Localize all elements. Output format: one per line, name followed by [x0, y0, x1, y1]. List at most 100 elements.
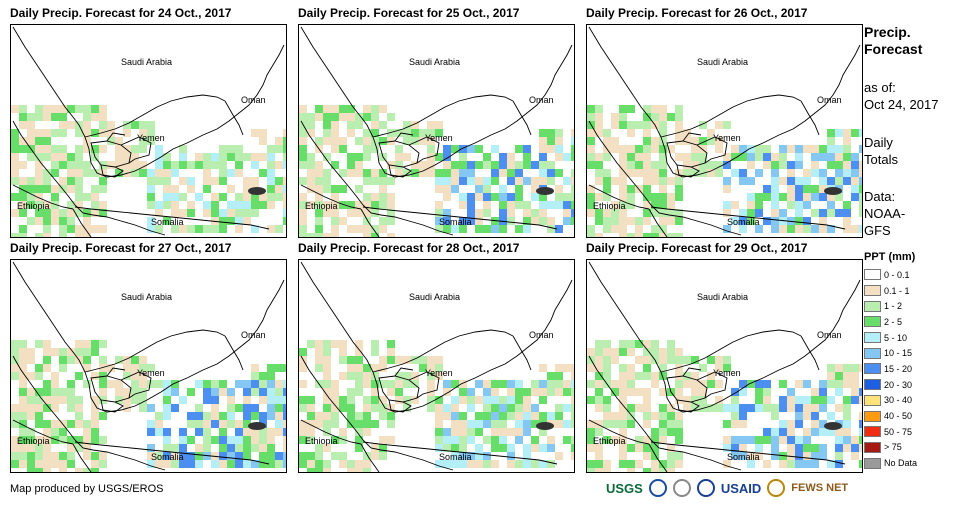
legend-label: 5 - 10 — [884, 332, 908, 343]
precip-cell — [595, 356, 603, 364]
precip-cell — [571, 388, 574, 396]
precip-cell — [499, 225, 507, 233]
precip-cell — [411, 161, 419, 169]
precip-cell — [451, 380, 459, 388]
precip-cell — [91, 452, 99, 460]
precip-cell — [723, 436, 731, 444]
precip-cell — [19, 185, 27, 193]
precip-cell — [443, 145, 451, 153]
precip-cell — [251, 372, 259, 380]
precip-cell — [627, 217, 635, 225]
place-label: Yemen — [137, 368, 165, 378]
boundary-line — [588, 355, 742, 471]
boundary-line — [12, 184, 74, 210]
precip-cell — [611, 137, 619, 145]
boundary-line — [408, 371, 440, 399]
precip-cell — [283, 185, 286, 193]
precip-cell — [699, 396, 707, 404]
precip-cell — [451, 420, 459, 428]
precip-cell — [739, 436, 747, 444]
precip-cell — [571, 129, 574, 137]
precip-cell — [299, 428, 307, 436]
precip-cell — [331, 113, 339, 121]
precip-cell — [211, 388, 219, 396]
precip-cell — [659, 121, 667, 129]
precip-cell — [843, 444, 851, 452]
precip-cell — [779, 380, 787, 388]
precip-cell — [595, 121, 603, 129]
precip-cell — [659, 436, 667, 444]
precip-cell — [739, 177, 747, 185]
precip-cell — [59, 217, 67, 225]
precip-cell — [675, 412, 683, 420]
precip-cell — [563, 380, 571, 388]
precip-cell — [371, 233, 379, 237]
precip-cell — [603, 468, 611, 472]
precip-cell — [307, 201, 315, 209]
precip-cell — [587, 105, 595, 113]
precip-cell — [43, 185, 51, 193]
precip-cell — [627, 388, 635, 396]
precip-cell — [571, 380, 574, 388]
precip-cell — [651, 372, 659, 380]
precip-cell — [75, 209, 83, 217]
precip-cell — [315, 444, 323, 452]
precip-cell — [355, 388, 363, 396]
precip-cell — [35, 161, 43, 169]
precip-cell — [219, 388, 227, 396]
precip-cell — [235, 193, 243, 201]
precip-cell — [371, 404, 379, 412]
precip-cell — [147, 121, 155, 129]
precip-cell — [771, 209, 779, 217]
precip-cell — [779, 161, 787, 169]
precip-cell — [803, 396, 811, 404]
place-label: Yemen — [713, 368, 741, 378]
precip-cell — [187, 420, 195, 428]
precip-cell — [283, 436, 286, 444]
precip-cell — [771, 169, 779, 177]
precip-cell — [315, 468, 323, 472]
precip-cell — [35, 137, 43, 145]
precip-cell — [243, 380, 251, 388]
precip-cell — [515, 404, 523, 412]
precip-cell — [259, 153, 267, 161]
precip-cell — [523, 161, 531, 169]
precip-cell — [619, 428, 627, 436]
precip-cell — [83, 233, 91, 237]
precip-cell — [443, 444, 451, 452]
precip-cell — [795, 444, 803, 452]
precip-cell — [75, 129, 83, 137]
precip-cell — [371, 137, 379, 145]
precip-cell — [459, 388, 467, 396]
precip-cell — [475, 193, 483, 201]
precip-cell — [267, 396, 275, 404]
precip-cell — [35, 201, 43, 209]
precip-cell — [259, 460, 267, 468]
precip-cell — [11, 364, 19, 372]
precip-cell — [43, 388, 51, 396]
precip-cell — [835, 177, 843, 185]
precip-cell — [619, 209, 627, 217]
precip-cell — [19, 348, 27, 356]
precip-cell — [19, 145, 27, 153]
precip-cell — [531, 460, 539, 468]
precip-cell — [827, 201, 835, 209]
precip-cell — [211, 460, 219, 468]
precip-cell — [147, 460, 155, 468]
precip-cell — [379, 225, 387, 233]
precip-cell — [275, 412, 283, 420]
precip-cell — [299, 105, 307, 113]
precip-cell — [379, 396, 387, 404]
precip-cell — [267, 364, 275, 372]
precip-cell — [203, 161, 211, 169]
precip-cell — [323, 105, 331, 113]
precip-cell — [715, 356, 723, 364]
precip-cell — [643, 201, 651, 209]
precip-cell — [651, 169, 659, 177]
precip-cell — [147, 444, 155, 452]
precip-cell — [307, 396, 315, 404]
precip-cell — [571, 137, 574, 145]
socotra-island — [536, 422, 554, 430]
map-panel: Daily Precip. Forecast for 25 Oct., 2017… — [298, 6, 575, 238]
precip-cell — [11, 404, 19, 412]
